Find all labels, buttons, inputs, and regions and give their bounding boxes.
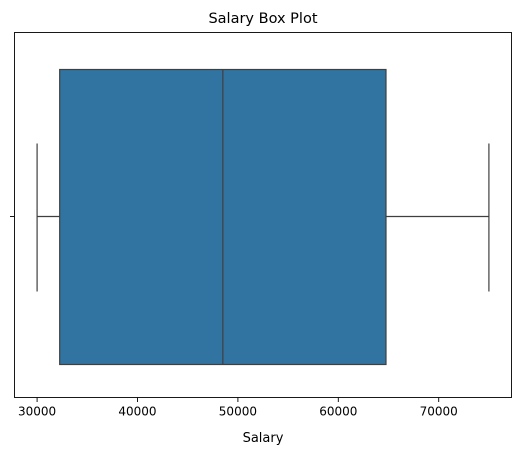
x-tick-label: 60000: [319, 405, 357, 419]
axes-frame: [14, 32, 512, 398]
x-axis-label: Salary: [243, 431, 284, 446]
x-tick-label: 70000: [420, 405, 458, 419]
chart-title: Salary Box Plot: [208, 11, 317, 27]
plot-area: [36, 68, 490, 366]
x-tick-label: 30000: [18, 405, 56, 419]
x-tick-label: 50000: [219, 405, 257, 419]
x-axis: 30000 40000 50000 60000 70000: [18, 397, 458, 419]
x-tick-label: 40000: [118, 405, 156, 419]
